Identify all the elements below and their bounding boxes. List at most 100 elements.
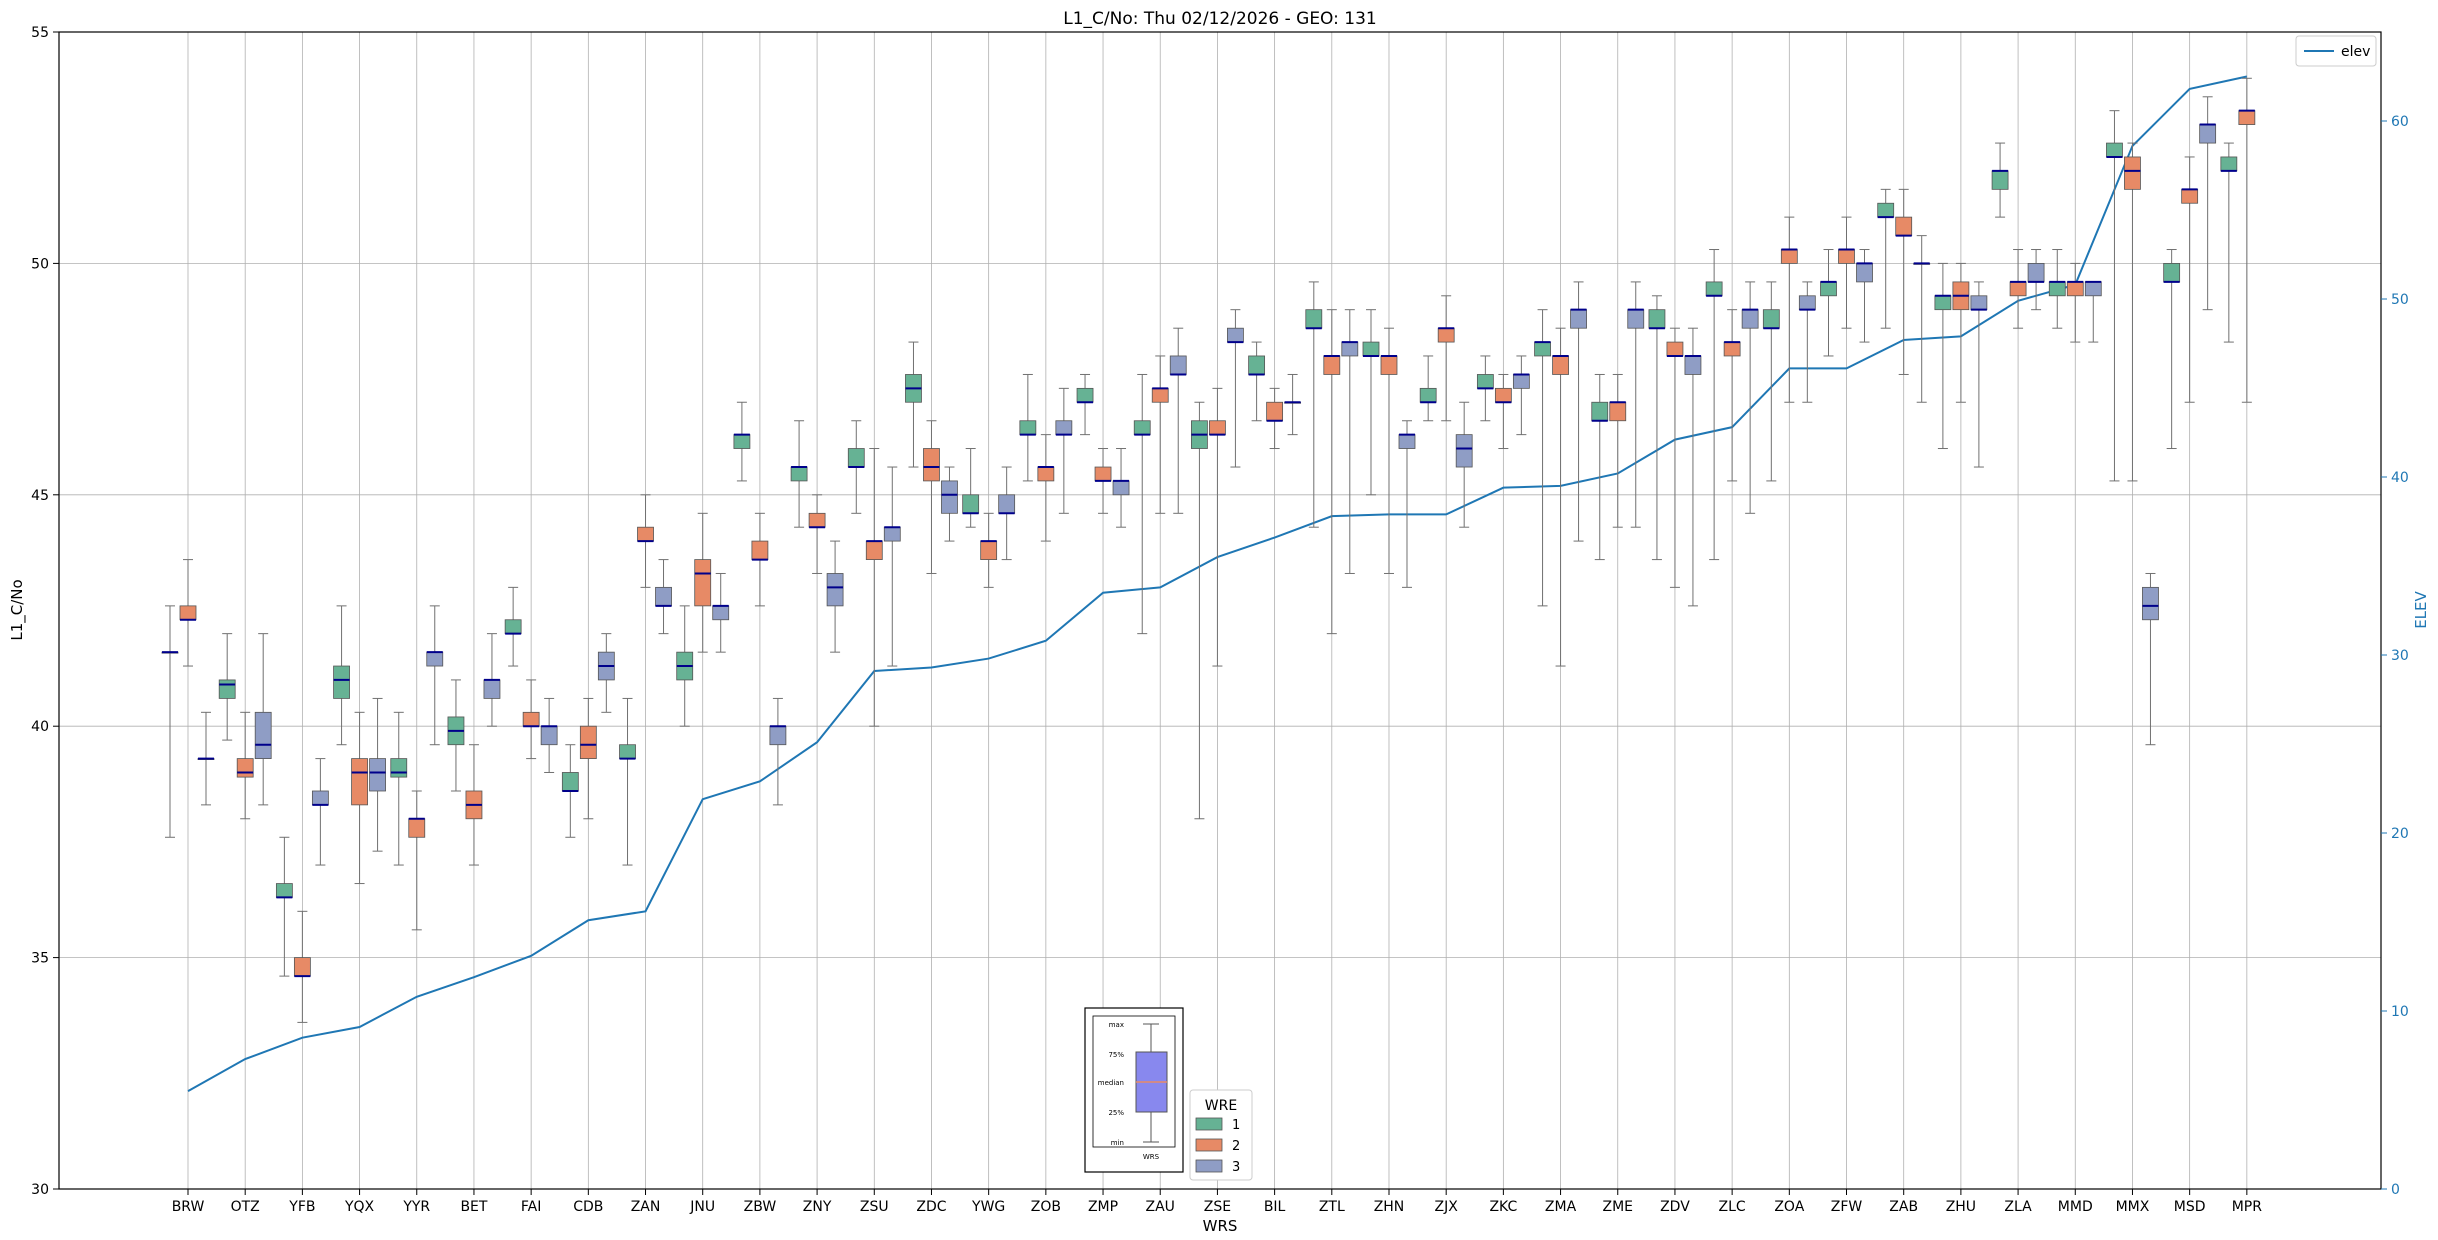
box-ZOA-wre1 bbox=[1762, 281, 1780, 482]
box-FAI-wre1 bbox=[504, 586, 522, 667]
x-axis-label: WRS bbox=[1203, 1217, 1238, 1235]
box-iqr bbox=[483, 679, 501, 699]
box-ZAB-wre2 bbox=[1895, 188, 1913, 375]
plot-frame bbox=[58, 31, 2382, 1190]
box-iqr bbox=[1970, 295, 1988, 311]
box-ZSU-wre1 bbox=[847, 420, 865, 514]
box-iqr bbox=[1838, 249, 1855, 264]
box-ZLA-wre1 bbox=[1991, 142, 2009, 218]
x-tick-label: ZTL bbox=[1319, 1199, 1345, 1215]
box-BET-wre1 bbox=[447, 679, 465, 792]
box-ZOB-wre3 bbox=[1055, 387, 1073, 514]
box-YWG-wre3 bbox=[998, 466, 1016, 561]
box-ZKC-wre1 bbox=[1476, 355, 1494, 422]
box-iqr bbox=[1570, 309, 1587, 329]
x-tick-label: ZLA bbox=[2004, 1199, 2032, 1215]
box-iqr bbox=[694, 559, 712, 607]
box-iqr bbox=[923, 448, 940, 482]
box-MMD-wre2 bbox=[2066, 262, 2084, 343]
box-iqr bbox=[369, 758, 386, 792]
box-ZAN-wre2 bbox=[637, 494, 654, 588]
box-ZMA-wre2 bbox=[1552, 327, 1569, 667]
box-iqr bbox=[998, 494, 1016, 514]
box-iqr bbox=[522, 711, 540, 727]
box-iqr bbox=[1248, 355, 1266, 375]
box-iqr bbox=[1076, 387, 1094, 403]
box-iqr bbox=[1648, 309, 1666, 329]
box-ZHU-wre1 bbox=[1934, 262, 1952, 450]
box-ZFW-wre3 bbox=[1856, 249, 1873, 343]
box-iqr bbox=[1380, 355, 1398, 375]
box-layer bbox=[161, 77, 2256, 1023]
x-tick-label: OTZ bbox=[231, 1199, 260, 1215]
box-ZFW-wre2 bbox=[1838, 216, 1855, 329]
y-tick-label: 50 bbox=[31, 256, 49, 272]
box-ZOB-wre1 bbox=[1019, 373, 1037, 482]
box-BET-wre2 bbox=[465, 744, 483, 866]
box-iqr bbox=[236, 758, 254, 778]
box-iqr bbox=[712, 605, 730, 621]
box-ZOA-wre2 bbox=[1780, 216, 1798, 403]
x-tick-label: ZAN bbox=[631, 1199, 661, 1215]
box-ZDV-wre3 bbox=[1684, 327, 1702, 607]
box-iqr bbox=[1741, 309, 1759, 329]
x-tick-label: ZNY bbox=[803, 1199, 832, 1215]
box-BIL-wre1 bbox=[1248, 341, 1266, 422]
x-tick-label: MSD bbox=[2174, 1199, 2206, 1215]
x-tick-label: CDB bbox=[573, 1199, 603, 1215]
box-iqr bbox=[1169, 355, 1187, 375]
box-iqr bbox=[333, 665, 350, 699]
box-ZMA-wre3 bbox=[1570, 281, 1587, 542]
box-ZDC-wre3 bbox=[941, 466, 958, 542]
box-ZMP-wre1 bbox=[1076, 373, 1094, 436]
y2-tick-label: 10 bbox=[2391, 1004, 2409, 1020]
box-iqr bbox=[2066, 281, 2084, 297]
box-YWG-wre1 bbox=[962, 448, 980, 528]
box-BRW-wre2 bbox=[179, 559, 197, 667]
box-MSD-wre1 bbox=[2163, 249, 2181, 450]
box-iqr bbox=[1323, 355, 1341, 375]
box-YYR-wre3 bbox=[426, 605, 444, 746]
y-axis-label: L1_C/No bbox=[8, 579, 27, 640]
box-ZHN-wre2 bbox=[1380, 327, 1398, 574]
x-tick-label: YYR bbox=[402, 1199, 430, 1215]
y-tick-label: 35 bbox=[31, 951, 49, 967]
box-iqr bbox=[1534, 341, 1551, 357]
x-tick-label: ZMP bbox=[1088, 1199, 1118, 1215]
x-tick-label: ZLC bbox=[1719, 1199, 1746, 1215]
box-ZMP-wre3 bbox=[1112, 448, 1130, 528]
box-iqr bbox=[254, 711, 272, 759]
y2-tick-label: 30 bbox=[2391, 648, 2409, 664]
box-iqr bbox=[1705, 281, 1723, 297]
box-iqr bbox=[275, 883, 293, 898]
box-iqr bbox=[1227, 327, 1244, 343]
box-iqr bbox=[790, 466, 808, 482]
box-ZAU-wre1 bbox=[1133, 373, 1151, 635]
box-BIL-wre2 bbox=[1266, 387, 1284, 450]
box-ZAN-wre3 bbox=[655, 559, 672, 635]
wre-legend-label-2: 2 bbox=[1232, 1139, 1240, 1154]
y-axis-right: 0 10 20 30 40 50 60 bbox=[2381, 114, 2409, 1198]
box-ZDV-wre2 bbox=[1666, 327, 1684, 588]
x-tick-label: YFB bbox=[288, 1199, 315, 1215]
box-MSD-wre2 bbox=[2181, 156, 2199, 403]
box-ZBW-wre1 bbox=[733, 401, 751, 482]
box-iqr bbox=[980, 540, 998, 560]
box-YQX-wre1 bbox=[333, 605, 350, 746]
wre-legend-swatch-2 bbox=[1195, 1138, 1223, 1152]
box-ZTL-wre3 bbox=[1341, 309, 1359, 574]
box-iqr bbox=[1877, 202, 1895, 218]
boxplot-key: max 75% median 25% min WRS bbox=[1084, 1007, 1184, 1173]
box-iqr bbox=[1019, 420, 1037, 436]
box-ZJX-wre1 bbox=[1419, 355, 1437, 422]
box-iqr bbox=[808, 512, 826, 528]
elev-legend: elev bbox=[2295, 35, 2377, 67]
x-tick-label: ZMA bbox=[1545, 1199, 1577, 1215]
x-tick-label: YWG bbox=[971, 1199, 1005, 1215]
box-iqr bbox=[2199, 124, 2217, 144]
box-FAI-wre2 bbox=[522, 679, 540, 760]
box-iqr bbox=[2142, 586, 2159, 621]
box-iqr bbox=[2009, 281, 2027, 297]
box-MSD-wre3 bbox=[2199, 96, 2217, 311]
box-MMX-wre2 bbox=[2124, 142, 2141, 482]
